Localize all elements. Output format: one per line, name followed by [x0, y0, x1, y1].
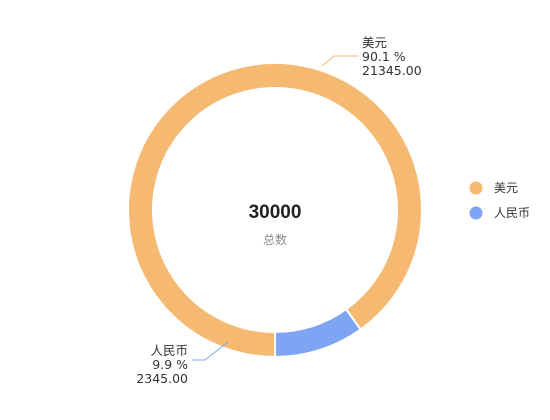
callout-label-cny-name: 人民币: [150, 343, 188, 358]
callout-label-usd-value: 21345.00: [362, 63, 422, 78]
center-total: 30000: [249, 202, 302, 223]
slices-layer: [127, 62, 423, 359]
legend-item-cny[interactable]: 人民币: [469, 206, 531, 220]
callout-label-usd-percent: 90.1 %: [362, 49, 406, 64]
donut-slice-usd[interactable]: [127, 62, 423, 359]
legend-label: 人民币: [494, 206, 530, 220]
donut-slice-cny[interactable]: [274, 307, 363, 359]
callout-label-usd-name: 美元: [362, 35, 387, 50]
center-subtitle: 总数: [263, 232, 287, 247]
callout-line-cny: [192, 341, 229, 361]
callout-line-usd: [321, 55, 358, 67]
legend-swatch: [469, 181, 483, 195]
legend[interactable]: 美元 人民币: [469, 181, 531, 220]
legend-item-usd[interactable]: 美元: [469, 181, 519, 195]
callout-label-cny-percent: 9.9 %: [152, 357, 188, 372]
legend-label: 美元: [494, 181, 518, 195]
legend-swatch: [469, 206, 483, 220]
callout-label-cny-value: 2345.00: [136, 371, 188, 386]
